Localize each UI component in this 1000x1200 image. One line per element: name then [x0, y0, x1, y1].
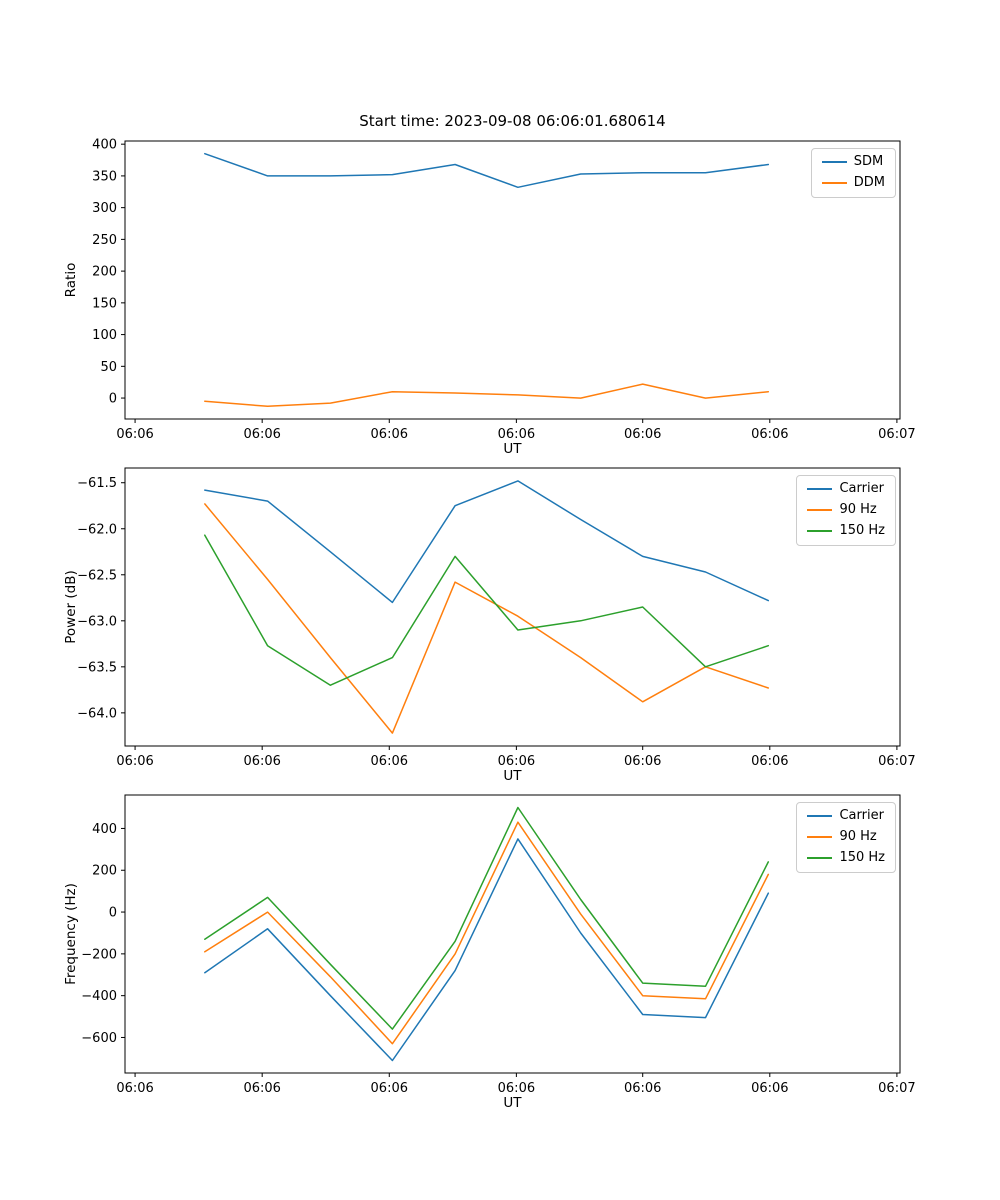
x-tick-label: 06:06 — [498, 1081, 535, 1096]
x-tick-label: 06:06 — [751, 1081, 788, 1096]
y-tick-label: 400 — [92, 138, 117, 153]
axes-frame — [124, 794, 901, 1074]
y-tick-label: 50 — [100, 360, 117, 375]
x-tick-label: 06:06 — [751, 427, 788, 442]
x-tick-label: 06:06 — [624, 1081, 661, 1096]
y-tick-label: −400 — [81, 989, 117, 1004]
legend-label: 150 Hz — [839, 849, 885, 865]
legend-entry: Carrier — [807, 481, 885, 497]
y-tick-label: −61.5 — [77, 476, 117, 491]
legend-line-swatch — [821, 182, 847, 185]
series-line-150-hz — [204, 806, 770, 1030]
y-tick-label: 0 — [109, 392, 117, 407]
subplot-ratio: Ratio 06:06 06:06 06:06 06:06 06:06 06:06 06:0… — [0, 138, 1000, 471]
x-tick-label: 06:06 — [751, 754, 788, 769]
x-tick-label: 06:06 — [371, 427, 408, 442]
legend-label: Carrier — [839, 808, 884, 823]
legend-line-swatch — [807, 857, 833, 860]
series-line-150-hz — [204, 534, 770, 686]
legend-line-swatch — [807, 488, 833, 491]
legend-line-swatch — [821, 161, 847, 164]
y-tick-label: 0 — [109, 906, 117, 921]
y-tick-label: 100 — [92, 328, 117, 343]
x-tick-label: 06:06 — [498, 427, 535, 442]
x-tick-label: 06:06 — [624, 427, 661, 442]
legend-entry: DDM — [821, 174, 885, 191]
legend-line-swatch — [807, 530, 833, 533]
legend-label: DDM — [853, 174, 885, 190]
legend-entry: 150 Hz — [807, 522, 885, 539]
x-tick-label: 06:06 — [498, 754, 535, 769]
subplot-power: Power (dB) 06:06 06:06 06:06 06:06 06:06 06:0… — [0, 467, 1000, 798]
y-tick-label: 350 — [92, 169, 117, 184]
ratio-x-axis-label: UT — [503, 441, 522, 457]
y-tick-label: 250 — [92, 233, 117, 248]
y-tick-label: 400 — [92, 822, 117, 837]
x-tick-label: 06:06 — [116, 427, 153, 442]
subplot-frequency: Frequency (Hz) 06:06 06:06 06:06 06:06 06:06… — [0, 794, 1000, 1125]
legend-entry: SDM — [821, 154, 885, 170]
series-line-sdm — [204, 152, 770, 189]
y-tick-label: −63.0 — [77, 614, 117, 629]
x-tick-label: 06:07 — [878, 427, 915, 442]
series-line-90-hz — [204, 503, 770, 734]
legend-label: 150 Hz — [839, 522, 885, 538]
series-line-90-hz — [204, 821, 770, 1045]
y-tick-label: 300 — [92, 201, 117, 216]
axes-frame — [124, 140, 901, 420]
power-x-axis-label: UT — [503, 768, 522, 784]
y-tick-label: 150 — [92, 296, 117, 311]
y-tick-label: −200 — [81, 947, 117, 962]
x-tick-label: 06:06 — [243, 1081, 280, 1096]
power-legend: Carrier 90 Hz 150 Hz — [796, 475, 896, 546]
legend-entry: 150 Hz — [807, 849, 885, 866]
y-tick-label: −600 — [81, 1031, 117, 1046]
x-tick-label: 06:06 — [116, 1081, 153, 1096]
y-tick-label: 200 — [92, 265, 117, 280]
power-chart-canvas: 06:06 06:06 06:06 06:06 06:06 06:06 06:07 −64.0… — [77, 467, 916, 769]
frequency-x-axis-label: UT — [503, 1095, 522, 1111]
legend-label: 90 Hz — [839, 501, 877, 517]
x-tick-label: 06:06 — [371, 1081, 408, 1096]
legend-entry: 90 Hz — [807, 828, 885, 845]
figure-title: Start time: 2023-09-08 06:06:01.680614 — [359, 112, 666, 130]
ratio-legend: SDM DDM — [810, 148, 896, 198]
series-line-ddm — [204, 383, 770, 408]
y-tick-label: −62.0 — [77, 522, 117, 537]
y-tick-label: −62.5 — [77, 568, 117, 583]
frequency-chart-canvas: 06:06 06:06 06:06 06:06 06:06 06:06 06:07 −600 −… — [81, 794, 916, 1096]
legend-line-swatch — [807, 509, 833, 512]
y-tick-label: −64.0 — [77, 706, 117, 721]
y-tick-label: 200 — [92, 864, 117, 879]
x-tick-label: 06:07 — [878, 754, 915, 769]
legend-entry: 90 Hz — [807, 501, 885, 518]
legend-label: SDM — [853, 154, 884, 169]
series-line-carrier — [204, 838, 770, 1062]
legend-line-swatch — [807, 836, 833, 839]
ratio-chart-canvas: 06:06 06:06 06:06 06:06 06:06 06:06 06:07 0 50 10… — [92, 138, 915, 442]
x-tick-label: 06:06 — [116, 754, 153, 769]
x-tick-label: 06:07 — [878, 1081, 915, 1096]
axes-frame — [124, 467, 901, 747]
legend-label: Carrier — [839, 481, 884, 496]
y-tick-label: −63.5 — [77, 660, 117, 675]
x-tick-label: 06:06 — [243, 754, 280, 769]
x-tick-label: 06:06 — [243, 427, 280, 442]
frequency-legend: Carrier 90 Hz 150 Hz — [796, 802, 896, 873]
x-tick-label: 06:06 — [624, 754, 661, 769]
legend-label: 90 Hz — [839, 828, 877, 844]
series-line-carrier — [204, 480, 770, 604]
legend-entry: Carrier — [807, 808, 885, 824]
x-tick-label: 06:06 — [371, 754, 408, 769]
legend-line-swatch — [807, 815, 833, 818]
